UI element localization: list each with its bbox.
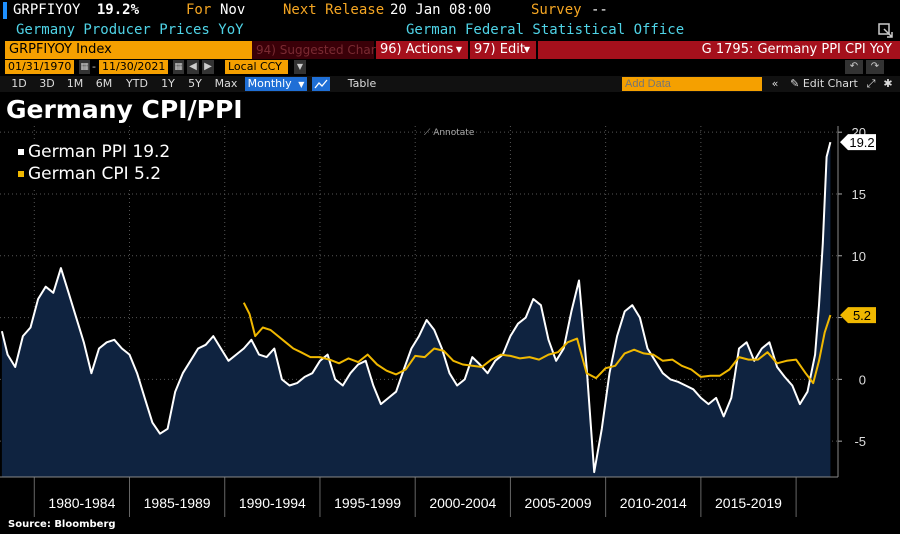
- x-tick-label: 1985-1989: [144, 495, 211, 511]
- frequency-select[interactable]: Monthly ▼: [245, 77, 307, 91]
- actions-menu[interactable]: 96) Actions ▼: [376, 41, 468, 59]
- x-tick-label: 1995-1999: [334, 495, 401, 511]
- caret-down-icon: ▼: [455, 45, 462, 54]
- description: Germany Producer Prices YoY: [16, 22, 244, 38]
- period-value: Nov: [220, 2, 246, 18]
- legend: German PPI 19.2 German CPI 5.2: [10, 140, 192, 190]
- period-button[interactable]: 1D: [11, 77, 27, 90]
- edit-label: 97) Edit: [474, 42, 525, 57]
- last-value: 19.2%: [96, 2, 140, 18]
- next-period-icon[interactable]: ▶: [202, 60, 214, 74]
- legend-swatch-ppi: [18, 149, 24, 155]
- expand-icon[interactable]: ⤢: [866, 77, 876, 90]
- legend-label-cpi: German CPI 5.2: [28, 164, 162, 184]
- ppi-last-value-tag: 19.2: [840, 134, 876, 151]
- date-separator: -: [92, 60, 96, 73]
- tag-label: 5.2: [853, 308, 871, 323]
- annotate-button[interactable]: ⟋ Annotate: [424, 128, 474, 138]
- actions-label: 96) Actions: [380, 42, 454, 57]
- period-bar: 1D 3D 1M 6M YTD 1Y 5Y Max Monthly ▼ Tabl…: [0, 76, 900, 92]
- chart-canvas[interactable]: 20151050-5 1980-19841985-19891990-199419…: [0, 126, 900, 519]
- collapse-left-icon[interactable]: «: [771, 77, 779, 90]
- prev-period-icon[interactable]: ◀: [187, 60, 199, 74]
- y-tick-label: 0: [859, 372, 866, 387]
- y-tick-label: 10: [852, 249, 866, 264]
- popout-icon[interactable]: [878, 23, 894, 39]
- edit-chart-label: Edit Chart: [802, 77, 858, 90]
- x-tick-label: 2015-2019: [715, 495, 782, 511]
- period-button[interactable]: YTD: [126, 77, 148, 90]
- tag-label: 19.2: [849, 135, 874, 150]
- y-tick-label: -5: [854, 434, 866, 449]
- header-row: GRPFIYOY 19.2% For Nov Next Release 20 J…: [0, 0, 900, 21]
- tag-shape: [840, 134, 876, 151]
- redo-icon[interactable]: ↷: [866, 60, 884, 74]
- x-axis: 1980-1984 1985-1989 1990-1994 1995-1999 2000…: [0, 476, 838, 517]
- period-button[interactable]: 1M: [66, 77, 84, 90]
- source-note: Source: Bloomberg: [8, 519, 116, 530]
- y-tick-label: 15: [852, 187, 866, 202]
- x-tick-label: 1980-1984: [48, 495, 115, 511]
- frequency-label: Monthly: [247, 77, 292, 90]
- legend-item-ppi[interactable]: German PPI 19.2: [18, 142, 170, 162]
- period-button[interactable]: 1Y: [161, 77, 175, 90]
- ppi-area: [1, 142, 831, 477]
- legend-swatch-cpi: [18, 171, 24, 177]
- edit-chart-button[interactable]: ✎ Edit Chart: [786, 77, 862, 91]
- legend-item-cpi[interactable]: German CPI 5.2: [18, 164, 161, 184]
- period-label: For: [186, 2, 212, 18]
- x-tick-label: 2005-2009: [525, 495, 592, 511]
- gear-icon[interactable]: ✱: [883, 77, 893, 90]
- date-bar: 01/31/1970 ▦ - 11/30/2021 ▦ ◀ ▶ Local CC…: [0, 60, 900, 75]
- cpi-series-line: [242, 302, 832, 385]
- graph-title: G 1795: Germany PPI CPI YoY: [538, 41, 900, 59]
- period-button[interactable]: 5Y: [188, 77, 202, 90]
- x-tick-label: 2010-2014: [620, 495, 687, 511]
- table-button[interactable]: Table: [347, 77, 377, 90]
- currency-caret-icon[interactable]: ▼: [294, 60, 306, 74]
- add-data-input[interactable]: [622, 77, 762, 91]
- calendar-icon[interactable]: ▦: [173, 60, 184, 74]
- security-field[interactable]: GRPFIYOY Index: [5, 41, 252, 59]
- header-subrow: Germany Producer Prices YoY German Feder…: [0, 21, 900, 40]
- next-release-label: Next Release: [283, 2, 385, 18]
- suggested-charts-button[interactable]: 94) Suggested Charts: [252, 41, 387, 59]
- start-date-field[interactable]: 01/31/1970: [5, 60, 75, 74]
- tag-shape: [840, 307, 876, 324]
- x-tick-label: 2000-2004: [429, 495, 496, 511]
- caret-down-icon: ▼: [298, 80, 305, 89]
- period-button[interactable]: Max: [214, 77, 238, 90]
- y-axis: 20151050-5: [837, 126, 866, 477]
- caret-down-icon: ▼: [523, 45, 530, 54]
- calendar-icon[interactable]: ▦: [79, 60, 90, 74]
- ticker: GRPFIYOY: [13, 2, 81, 18]
- cpi-last-value-tag: 5.2: [840, 307, 876, 324]
- annotate-label: Annotate: [433, 128, 475, 138]
- period-button[interactable]: 3D: [39, 77, 55, 90]
- legend-label-ppi: German PPI 19.2: [28, 142, 171, 162]
- survey-label: Survey: [531, 2, 582, 18]
- command-bar: GRPFIYOY Index 94) Suggested Charts 96) …: [0, 41, 900, 59]
- undo-icon[interactable]: ↶: [845, 60, 863, 74]
- ppi-series-line: [0, 141, 832, 474]
- source-org: German Federal Statistical Office: [406, 22, 685, 38]
- end-date-field[interactable]: 11/30/2021: [99, 60, 169, 74]
- x-tick-label: 1990-1994: [239, 495, 306, 511]
- ticker-box[interactable]: GRPFIYOY 19.2%: [3, 2, 143, 19]
- line-chart-icon[interactable]: [312, 77, 330, 91]
- edit-menu[interactable]: 97) Edit ▼: [470, 41, 536, 59]
- annotate-icon: ⟋: [424, 128, 431, 138]
- chart-title: Germany CPI/PPI: [6, 95, 243, 124]
- next-release-value: 20 Jan 08:00: [390, 2, 492, 18]
- survey-value: --: [591, 2, 608, 18]
- pencil-icon: ✎: [790, 77, 800, 90]
- period-button[interactable]: 6M: [95, 77, 113, 90]
- currency-select[interactable]: Local CCY: [225, 60, 288, 74]
